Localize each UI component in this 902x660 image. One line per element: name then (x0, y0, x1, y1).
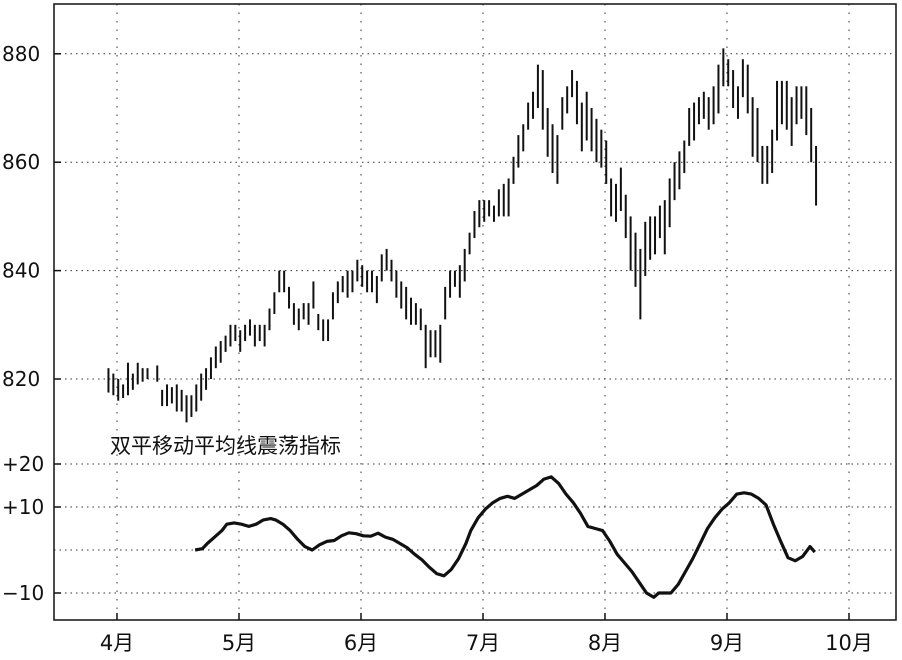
oscillator-title: 双平移动平均线震荡指标 (110, 434, 341, 458)
vertical-gridlines (116, 4, 850, 620)
month-label: 6月 (344, 631, 378, 655)
price-tick-label: 860 (2, 150, 40, 174)
month-label: 4月 (100, 631, 134, 655)
month-label: 9月 (710, 631, 744, 655)
axis-tick-labels: 820 840 860 880 +20 +10 −10 4月 5月 6月 7月 8月 9月 10月 (2, 42, 873, 655)
month-label: 7月 (466, 631, 500, 655)
price-bars-series (107, 48, 818, 423)
plot-frame (53, 3, 897, 621)
oscillator-tick-label: +10 (2, 495, 44, 519)
price-tick-label: 820 (2, 367, 40, 391)
price-tick-label: 840 (2, 259, 40, 283)
month-label: 5月 (222, 631, 256, 655)
axis-ticks (54, 53, 850, 620)
month-label: 10月 (825, 631, 873, 655)
oscillator-tick-label: −10 (2, 581, 44, 605)
price-tick-label: 880 (2, 42, 40, 66)
oscillator-tick-label: +20 (2, 452, 44, 476)
oscillator-series (194, 475, 817, 599)
oscillator-line (194, 475, 817, 599)
month-label: 8月 (588, 631, 622, 655)
